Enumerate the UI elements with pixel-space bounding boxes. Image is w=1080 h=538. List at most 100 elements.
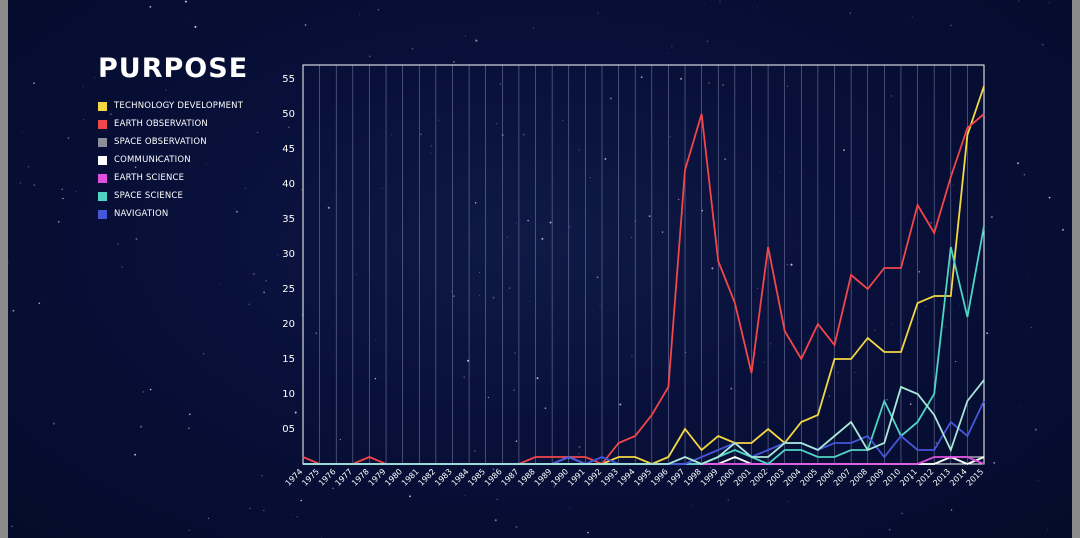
- star: [492, 296, 495, 299]
- star: [661, 231, 664, 233]
- star: [952, 184, 954, 186]
- star: [430, 144, 433, 147]
- star: [82, 86, 84, 88]
- star: [604, 157, 607, 160]
- star: [828, 395, 831, 398]
- x-tick-label: 2015: [965, 467, 986, 488]
- star: [301, 189, 303, 191]
- star: [707, 469, 709, 471]
- legend-item: EARTH OBSERVATION: [98, 115, 243, 133]
- star: [766, 468, 768, 470]
- star: [205, 163, 207, 164]
- star: [374, 338, 376, 340]
- star: [245, 187, 246, 189]
- star: [727, 499, 729, 501]
- star: [248, 303, 250, 306]
- star: [708, 82, 710, 84]
- star: [320, 536, 322, 538]
- star: [261, 475, 263, 477]
- star: [578, 149, 580, 151]
- x-tick-label: 1988: [516, 467, 537, 488]
- x-tick-label: 1975: [300, 467, 321, 488]
- x-tick-label: 1993: [599, 467, 620, 488]
- legend-label: SPACE SCIENCE: [114, 191, 184, 201]
- star: [935, 442, 937, 444]
- x-tick-label: 1995: [632, 467, 653, 488]
- star: [67, 137, 70, 139]
- star: [529, 301, 531, 303]
- star: [513, 389, 515, 391]
- page-background: PURPOSE TECHNOLOGY DEVELOPMENT EARTH OBSE…: [8, 0, 1072, 538]
- star: [479, 272, 480, 273]
- x-tick-label: 2001: [732, 467, 753, 488]
- star: [368, 55, 371, 58]
- star: [891, 322, 893, 324]
- star: [474, 202, 477, 204]
- x-tick-label: 2003: [765, 467, 786, 488]
- series-line: [303, 225, 985, 466]
- x-tick-label: 1991: [566, 467, 587, 488]
- star: [666, 76, 668, 78]
- star: [666, 53, 668, 54]
- star: [464, 494, 466, 496]
- x-tick-label: 1976: [317, 467, 338, 488]
- star: [496, 498, 498, 501]
- x-tick-label: 2009: [865, 467, 886, 488]
- star: [494, 519, 497, 522]
- legend-item: SPACE SCIENCE: [98, 187, 243, 205]
- star: [890, 95, 892, 97]
- star: [492, 468, 495, 471]
- star: [379, 472, 382, 475]
- star: [549, 221, 552, 224]
- x-tick-label: 2006: [815, 467, 836, 488]
- star: [1018, 406, 1020, 408]
- legend-item: COMMUNICATION: [98, 151, 243, 169]
- star: [165, 89, 167, 91]
- legend-swatch: [98, 191, 107, 201]
- x-tick-label: 1987: [500, 467, 521, 488]
- star: [296, 516, 298, 518]
- star: [1018, 0, 1020, 2]
- star: [516, 222, 517, 224]
- star: [411, 47, 414, 50]
- star: [203, 353, 205, 355]
- star: [270, 405, 272, 407]
- x-tick-label: 1974: [284, 467, 305, 488]
- star: [536, 377, 539, 380]
- star: [719, 1, 721, 3]
- star: [38, 302, 41, 305]
- star: [685, 351, 687, 353]
- star: [597, 12, 599, 14]
- star: [763, 362, 765, 363]
- star: [359, 14, 361, 16]
- star: [152, 119, 154, 122]
- star: [1030, 327, 1032, 329]
- star: [294, 411, 297, 414]
- y-tick-label: 50: [282, 109, 295, 120]
- star: [438, 119, 440, 121]
- star: [291, 514, 293, 515]
- star: [153, 138, 156, 140]
- star: [562, 119, 564, 121]
- x-tick-label: 2002: [749, 467, 770, 488]
- star: [409, 495, 411, 498]
- x-tick-label: 1977: [333, 467, 354, 488]
- legend-swatch: [98, 155, 107, 165]
- star: [515, 440, 518, 442]
- x-tick-label: 1980: [383, 467, 404, 488]
- star: [121, 266, 123, 268]
- star: [134, 453, 137, 456]
- y-axis: 05 10 15 20 25 30 35 40 45 50 55: [282, 74, 295, 435]
- star: [950, 24, 952, 27]
- star: [506, 236, 508, 238]
- x-tick-label: 1990: [549, 467, 570, 488]
- star: [263, 509, 265, 511]
- star: [390, 134, 392, 136]
- star: [332, 487, 334, 490]
- x-tick-label: 1997: [666, 467, 687, 488]
- x-axis: 1974197519761977197819791980198119821983…: [284, 467, 986, 488]
- star: [640, 76, 643, 78]
- legend-swatch: [98, 173, 107, 183]
- star: [788, 500, 790, 502]
